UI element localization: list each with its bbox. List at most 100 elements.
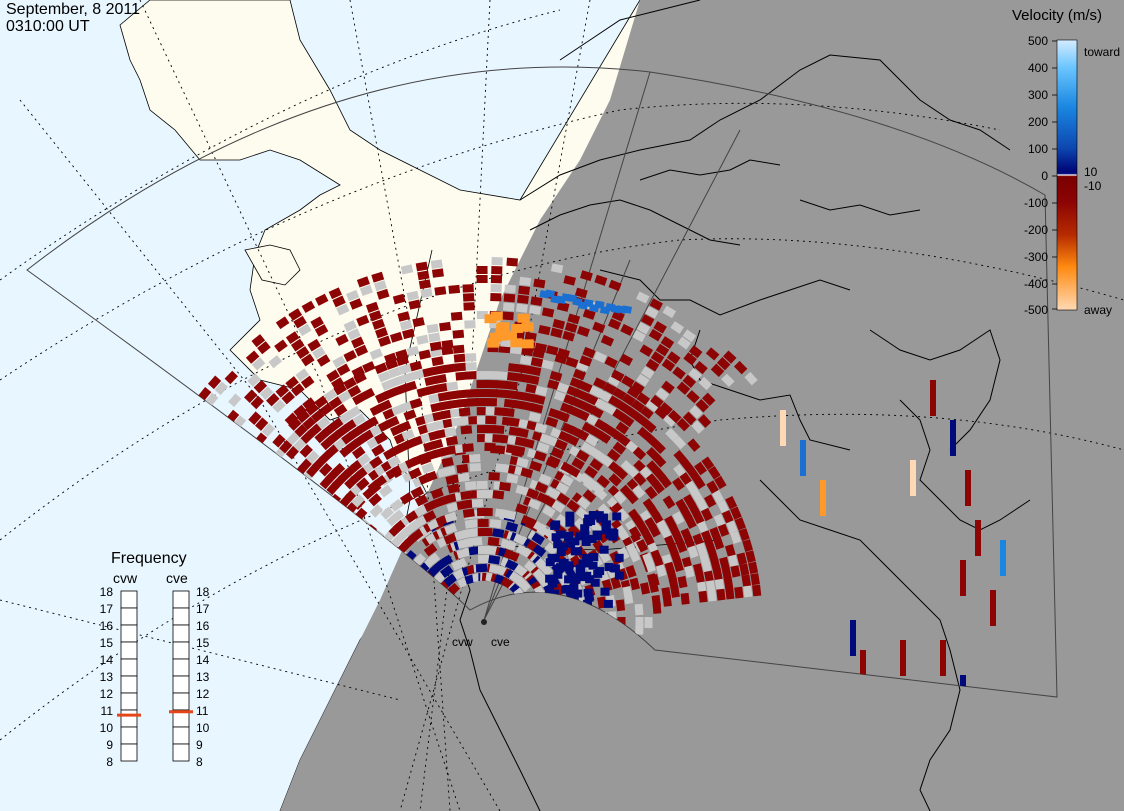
echo-cell xyxy=(576,573,586,582)
echo-cell xyxy=(960,569,966,578)
echo-cell xyxy=(860,659,866,668)
echo-cell xyxy=(636,322,651,335)
echo-cell xyxy=(439,321,452,332)
echo-cell xyxy=(714,578,725,591)
frequency-tick-left: 18 xyxy=(99,585,113,599)
echo-cell xyxy=(645,398,660,413)
velocity-neg-marker: -10 xyxy=(1084,179,1102,193)
echo-cell xyxy=(302,397,316,411)
echo-cell xyxy=(550,263,564,274)
echo-cell xyxy=(580,270,593,282)
velocity-tick: -400 xyxy=(1023,277,1048,291)
frequency-tick-right: 12 xyxy=(196,687,210,701)
echo-cell xyxy=(302,416,317,430)
echo-cell xyxy=(491,266,503,275)
echo-cell xyxy=(357,453,371,467)
echo-cell xyxy=(694,461,707,476)
echo-cell xyxy=(530,296,543,307)
echo-cell xyxy=(960,578,966,587)
echo-cell xyxy=(248,411,262,425)
echo-cell xyxy=(533,520,547,534)
echo-cell xyxy=(530,357,544,368)
echo-cell xyxy=(900,658,906,667)
echo-cell xyxy=(744,371,758,386)
echo-cell xyxy=(553,570,563,579)
echo-cell xyxy=(670,585,680,598)
echo-cell xyxy=(589,553,599,562)
echo-cell xyxy=(696,498,709,513)
echo-cell xyxy=(514,391,527,401)
velocity-tick: 400 xyxy=(1027,61,1048,75)
echo-cell xyxy=(484,314,497,324)
echo-cell xyxy=(617,400,631,414)
echo-cell xyxy=(428,393,441,404)
echo-cell xyxy=(498,481,512,492)
frequency-tick-left: 17 xyxy=(99,602,113,616)
echo-cell xyxy=(534,342,547,353)
echo-cell xyxy=(551,533,561,542)
echo-cell xyxy=(910,478,916,487)
echo-cell xyxy=(351,366,365,379)
echo-cell xyxy=(662,305,677,319)
echo-cell xyxy=(564,531,574,540)
plot-date: September, 8 2011 xyxy=(6,1,141,18)
echo-cell xyxy=(351,446,366,460)
echo-cell xyxy=(312,346,326,360)
echo-cell xyxy=(369,403,384,417)
echo-cell xyxy=(512,399,525,410)
echo-cell xyxy=(552,318,566,330)
echo-cell xyxy=(343,349,357,363)
echo-cell xyxy=(421,462,435,474)
echo-cell xyxy=(462,508,475,518)
echo-cell xyxy=(299,444,313,458)
echo-cell xyxy=(780,419,786,428)
echo-cell xyxy=(662,594,672,607)
echo-cell xyxy=(910,460,916,469)
echo-cell xyxy=(684,515,697,530)
echo-cell xyxy=(336,363,351,376)
echo-cell xyxy=(399,492,414,505)
echo-cell xyxy=(562,330,576,342)
echo-cell xyxy=(536,442,550,454)
echo-cell xyxy=(632,446,647,461)
echo-cell xyxy=(457,398,470,408)
velocity-tick: 0 xyxy=(1041,169,1048,183)
echo-cell xyxy=(490,311,503,321)
echo-cell xyxy=(402,328,415,340)
echo-cell xyxy=(506,257,518,267)
echo-cell xyxy=(584,514,594,523)
echo-cell xyxy=(1000,549,1006,558)
echo-cell xyxy=(589,458,604,472)
echo-cell xyxy=(527,374,540,385)
echo-cell xyxy=(950,429,956,438)
echo-cell xyxy=(672,511,685,525)
echo-cell xyxy=(268,355,283,369)
echo-cell xyxy=(386,416,400,428)
echo-cell xyxy=(632,484,646,499)
echo-cell xyxy=(695,542,708,556)
echo-cell xyxy=(610,369,625,382)
echo-cell xyxy=(460,537,473,549)
echo-cell xyxy=(576,496,591,510)
echo-cell xyxy=(730,530,742,544)
echo-cell xyxy=(655,387,670,401)
echo-cell xyxy=(462,293,475,302)
echo-cell xyxy=(328,396,343,410)
echo-cell xyxy=(734,586,744,599)
echo-cell xyxy=(660,336,675,349)
echo-cell xyxy=(496,371,509,381)
echo-cell xyxy=(910,487,916,496)
echo-cell xyxy=(639,582,651,595)
echo-cell xyxy=(545,345,559,356)
echo-cell xyxy=(687,545,699,559)
echo-cell xyxy=(476,265,488,275)
echo-cell xyxy=(392,293,406,305)
echo-cell xyxy=(412,317,425,328)
echo-cell xyxy=(315,293,329,306)
echo-cell xyxy=(415,261,428,272)
echo-cell xyxy=(614,571,624,580)
echo-cell xyxy=(734,517,747,531)
echo-cell xyxy=(642,419,657,434)
echo-cell xyxy=(626,385,641,399)
echo-cell xyxy=(490,284,502,293)
